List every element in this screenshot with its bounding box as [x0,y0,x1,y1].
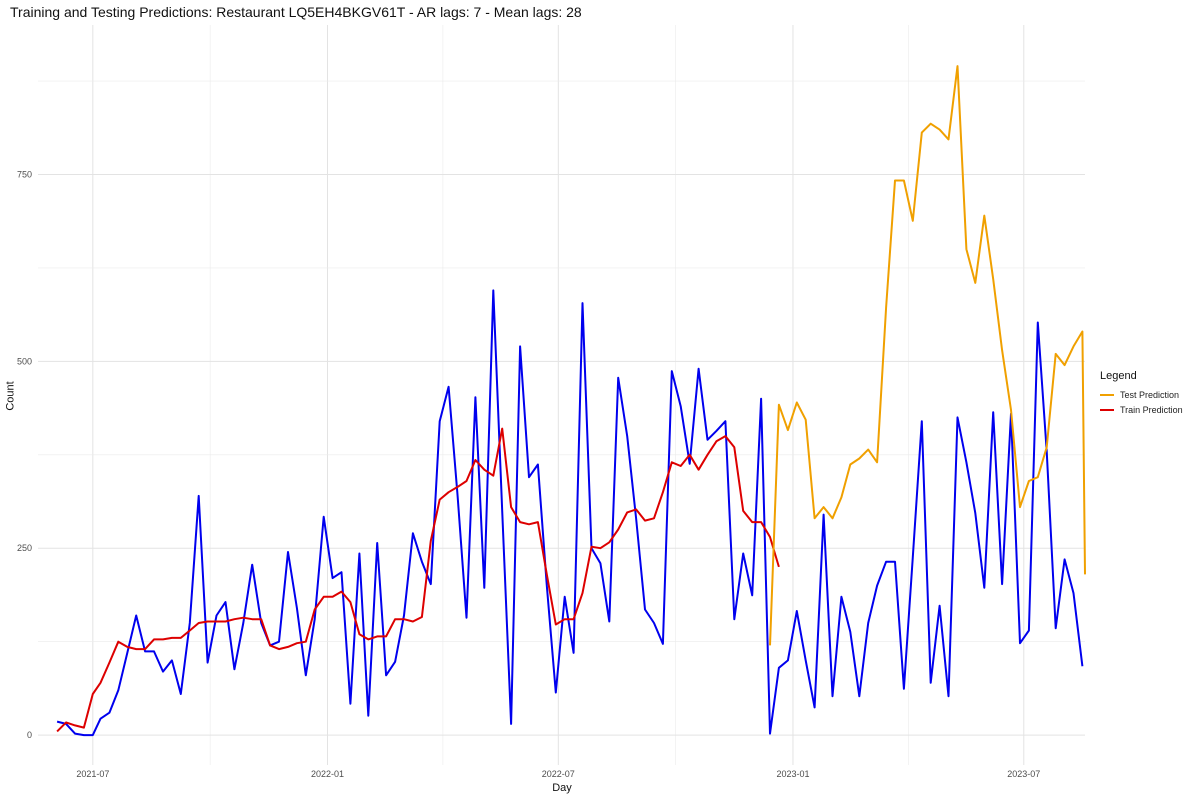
series-line-test [769,65,1086,646]
legend-swatch-train [1100,409,1114,411]
legend: Legend Test Prediction Train Prediction [1100,370,1183,420]
x-axis-label: Day [552,782,572,794]
legend-item-train: Train Prediction [1100,405,1183,415]
grid-lines [38,25,1085,765]
x-tick-label: 2022-07 [542,769,575,779]
legend-label-test: Test Prediction [1120,390,1180,400]
series-line-actual [56,289,1084,737]
legend-swatch-test [1100,394,1114,396]
series-line-train [56,427,780,733]
y-tick-label: 0 [27,730,32,740]
x-tick-label: 2022-01 [311,769,344,779]
axis-ticks: 2021-07 2022-01 2022-07 2023-01 2023-07 0 250 5… [17,169,1040,779]
x-tick-label: 2023-07 [1007,769,1040,779]
y-axis-label: Count [4,381,17,411]
series-lines [56,65,1086,737]
y-tick-label: 750 [17,169,32,179]
chart-title: Training and Testing Predictions: Restau… [10,4,582,20]
y-tick-label: 250 [17,543,32,553]
y-tick-label: 500 [17,356,32,366]
x-tick-label: 2023-01 [776,769,809,779]
legend-title: Legend [1100,370,1137,382]
legend-item-test: Test Prediction [1100,390,1183,400]
legend-label-train: Train Prediction [1120,405,1183,415]
x-tick-label: 2021-07 [76,769,109,779]
